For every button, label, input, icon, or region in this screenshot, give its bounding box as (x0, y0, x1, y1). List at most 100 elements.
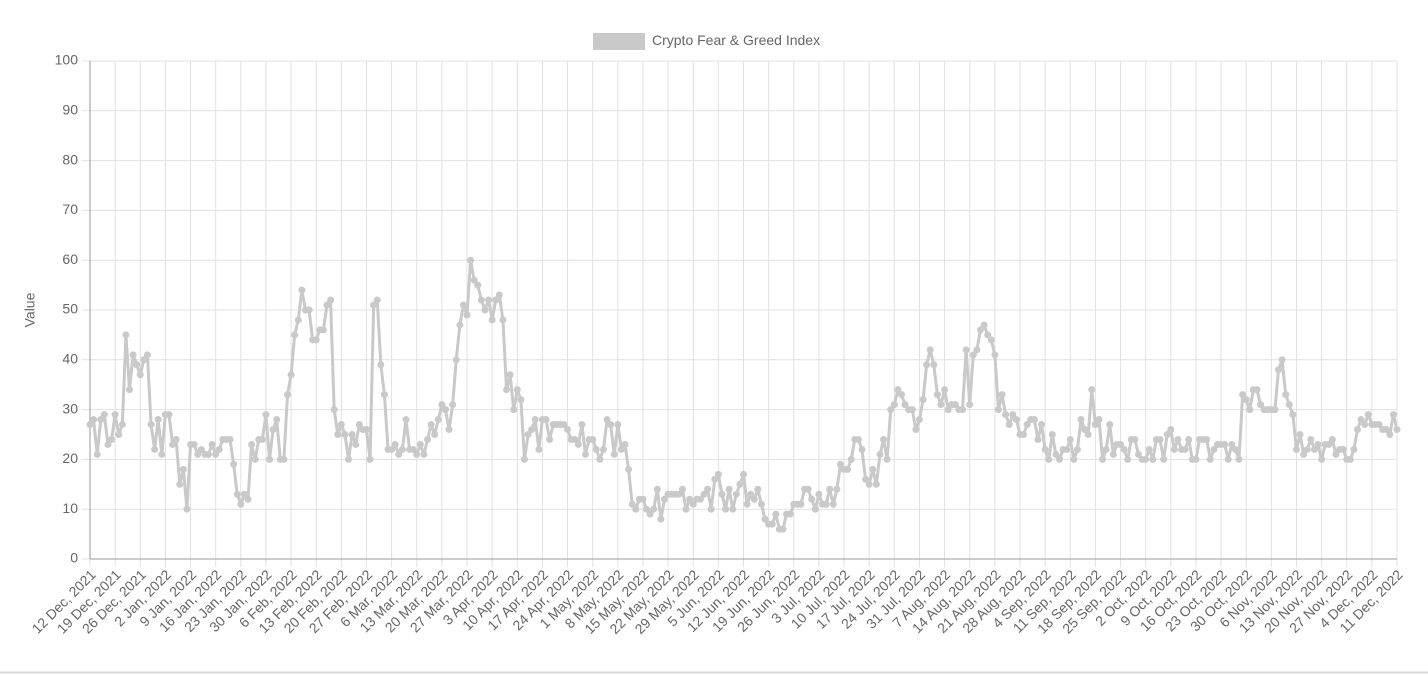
data-point (926, 346, 934, 354)
data-point (574, 440, 582, 448)
data-point (244, 495, 252, 503)
data-point (607, 421, 615, 429)
data-point (714, 470, 722, 478)
data-point (258, 435, 266, 443)
data-point (1314, 440, 1322, 448)
data-point (1149, 455, 1157, 463)
data-point (880, 435, 888, 443)
legend[interactable]: Crypto Fear & Greed Index (593, 32, 820, 50)
data-point (657, 515, 665, 523)
data-point (941, 386, 949, 394)
y-tick-label: 70 (62, 201, 78, 217)
data-point (125, 386, 133, 394)
data-point (603, 416, 611, 424)
data-point (1242, 396, 1250, 404)
data-point (477, 296, 485, 304)
data-point (266, 455, 274, 463)
data-point (535, 445, 543, 453)
data-point (1012, 416, 1020, 424)
data-point (808, 495, 816, 503)
data-point (115, 431, 123, 438)
data-point (524, 431, 532, 438)
data-point (1088, 386, 1096, 394)
data-point (362, 426, 370, 434)
y-tick-label: 10 (62, 500, 78, 516)
data-point (1300, 450, 1308, 458)
data-point (251, 455, 259, 463)
data-point (757, 500, 765, 508)
data-point (872, 480, 880, 488)
data-point (183, 505, 191, 513)
data-point (826, 485, 834, 493)
data-point (998, 391, 1006, 399)
data-point (1145, 445, 1153, 453)
data-point (804, 485, 812, 493)
data-point (933, 391, 941, 399)
data-point (718, 490, 726, 498)
data-point (1041, 445, 1049, 453)
y-tick-label: 40 (62, 351, 78, 367)
data-point (345, 455, 353, 463)
data-point (1002, 411, 1010, 419)
data-point (395, 450, 403, 458)
data-point (736, 480, 744, 488)
data-point (104, 440, 112, 448)
data-point (930, 361, 938, 369)
data-point (330, 406, 338, 414)
y-tick-label: 100 (55, 52, 79, 68)
data-point (1386, 431, 1394, 438)
data-point (707, 505, 715, 513)
data-point (589, 435, 597, 443)
data-point (632, 505, 640, 513)
data-point (750, 495, 758, 503)
data-point (1009, 411, 1017, 419)
data-point (1160, 455, 1168, 463)
data-point (1364, 411, 1372, 419)
data-point (230, 460, 238, 468)
data-point (391, 440, 399, 448)
data-point (966, 401, 974, 409)
data-point (215, 445, 223, 453)
data-point (1354, 426, 1362, 434)
data-point (1246, 406, 1254, 414)
data-point (1382, 426, 1390, 434)
data-point (1131, 435, 1139, 443)
data-point (169, 440, 177, 448)
data-point (973, 346, 981, 354)
data-point (441, 406, 449, 414)
data-point (262, 411, 270, 419)
data-point (248, 440, 256, 448)
y-tick-label: 60 (62, 251, 78, 267)
data-point (151, 445, 159, 453)
data-point (822, 500, 830, 508)
data-point (481, 306, 489, 314)
data-point (639, 495, 647, 503)
data-point (1206, 455, 1214, 463)
data-point (280, 455, 288, 463)
data-point (923, 361, 931, 369)
legend-swatch (593, 33, 645, 50)
data-point (747, 490, 755, 498)
data-point (190, 440, 198, 448)
data-point (599, 445, 607, 453)
data-point (912, 426, 920, 434)
data-point (1393, 426, 1401, 434)
data-point (1020, 431, 1028, 438)
legend-label: Crypto Fear & Greed Index (652, 32, 820, 48)
data-point (1203, 435, 1211, 443)
data-point (890, 401, 898, 409)
y-tick-label: 30 (62, 400, 78, 416)
data-point (1005, 421, 1013, 429)
data-point (732, 490, 740, 498)
data-point (118, 421, 126, 429)
data-point (1070, 455, 1078, 463)
data-point (122, 331, 130, 339)
data-point (517, 396, 525, 404)
data-point (1084, 431, 1092, 438)
data-point (1120, 445, 1128, 453)
data-point (994, 406, 1002, 414)
data-point (273, 416, 281, 424)
data-point (348, 431, 356, 438)
data-point (1134, 450, 1142, 458)
data-point (1030, 416, 1038, 424)
